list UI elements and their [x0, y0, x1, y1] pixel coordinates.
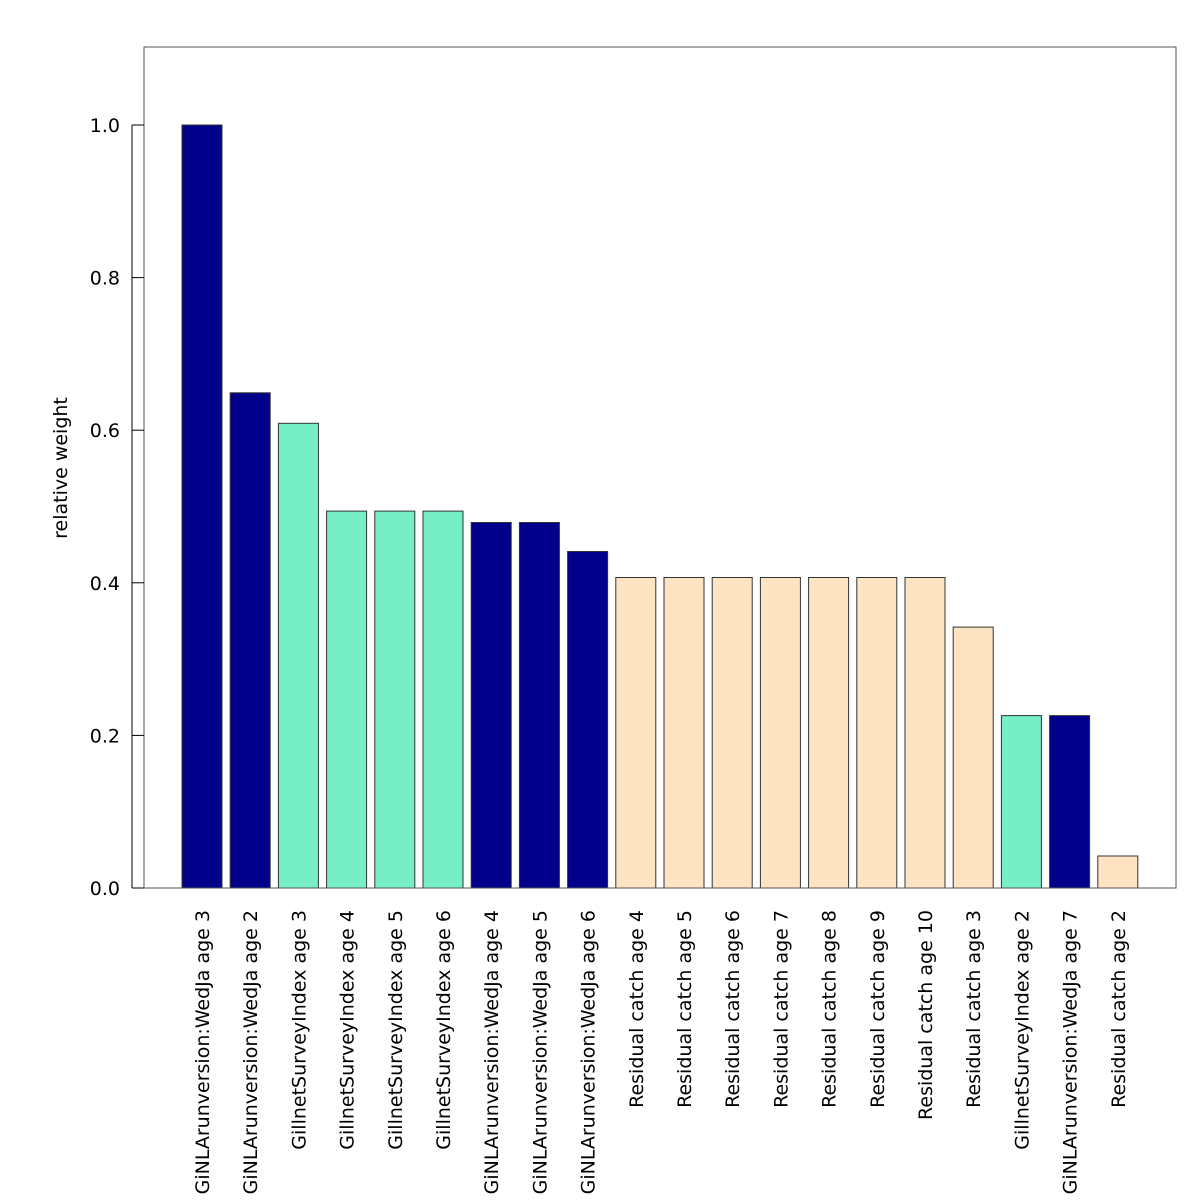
bar [952, 626, 994, 889]
x-tick-label: GillnetSurveyIndex age 3 [288, 910, 310, 1150]
y-axis: 0.0 0.2 0.4 0.6 0.8 1.0 [90, 115, 144, 900]
bar [567, 551, 609, 889]
x-tick-label: GiNLArunversion:WedJa age 3 [192, 910, 214, 1194]
bars-group [181, 124, 1139, 889]
x-tick-label: GillnetSurveyIndex age 2 [1011, 910, 1033, 1150]
bar [808, 577, 850, 889]
x-tick-label: GiNLArunversion:WedJa age 4 [481, 910, 503, 1194]
x-tick-label: Residual catch age 8 [819, 910, 841, 1108]
y-tick-label: 0.4 [90, 573, 120, 595]
x-tick-label: Residual catch age 4 [626, 910, 648, 1108]
bar [277, 422, 319, 889]
y-tick-label: 0.0 [90, 878, 120, 900]
x-tick-label: Residual catch age 6 [722, 910, 744, 1108]
x-axis-labels: GiNLArunversion:WedJa age 3 GiNLArunversi… [192, 910, 1130, 1194]
bar [326, 510, 368, 889]
y-tick-label: 1.0 [90, 115, 120, 137]
bar [856, 577, 898, 889]
x-tick-label: Residual catch age 9 [867, 910, 889, 1108]
bar [1097, 855, 1139, 889]
y-tick-label: 0.6 [90, 420, 120, 442]
bar [181, 124, 223, 889]
x-tick-label: GillnetSurveyIndex age 4 [337, 910, 359, 1150]
bar [422, 510, 464, 889]
bar [759, 577, 801, 889]
bar [904, 577, 946, 889]
x-tick-label: Residual catch age 3 [963, 910, 985, 1108]
bar [229, 392, 271, 889]
x-tick-label: GiNLArunversion:WedJa age 2 [240, 910, 262, 1194]
plot-frame [143, 46, 1177, 889]
bar [518, 522, 560, 889]
x-tick-label: Residual catch age 2 [1108, 910, 1130, 1108]
x-tick-label: GillnetSurveyIndex age 5 [385, 910, 407, 1150]
bar [1049, 715, 1091, 889]
x-tick-label: GiNLArunversion:WedJa age 7 [1060, 910, 1082, 1194]
bar [615, 577, 657, 889]
x-tick-label: Residual catch age 7 [770, 910, 792, 1108]
y-tick-label: 0.2 [90, 725, 120, 747]
x-tick-label: GiNLArunversion:WedJa age 6 [578, 910, 600, 1194]
bar [711, 577, 753, 889]
x-tick-label: Residual catch age 5 [674, 910, 696, 1108]
y-tick-label: 0.8 [90, 268, 120, 290]
bar [663, 577, 705, 889]
bar [374, 510, 416, 889]
y-axis-label: relative weight [50, 397, 72, 539]
bar [470, 522, 512, 889]
x-tick-label: GiNLArunversion:WedJa age 5 [529, 910, 551, 1194]
x-tick-label: GillnetSurveyIndex age 6 [433, 910, 455, 1150]
bar [1000, 715, 1042, 889]
x-tick-label: Residual catch age 10 [915, 910, 937, 1120]
